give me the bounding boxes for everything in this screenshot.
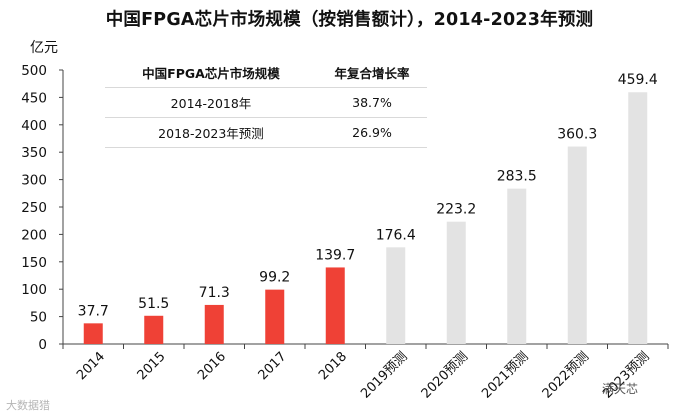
data-label: 176.4 <box>376 227 416 243</box>
x-tick-label: 2014 <box>74 349 108 383</box>
bar <box>325 267 345 344</box>
y-tick-label: 300 <box>21 173 47 189</box>
y-tick-label: 0 <box>38 337 47 353</box>
data-label: 51.5 <box>138 296 169 312</box>
x-tick-label: 2016 <box>195 349 229 383</box>
watermark-right: 满天芯 <box>602 382 639 396</box>
bar <box>446 221 466 344</box>
bar <box>567 146 587 344</box>
data-label: 223.2 <box>436 202 476 218</box>
bar <box>204 304 224 344</box>
cagr-period: 2014-2018年 <box>105 87 317 118</box>
y-tick-label: 500 <box>21 63 47 79</box>
bar <box>628 92 648 344</box>
bar <box>507 188 527 344</box>
x-tick-label: 2020预测 <box>419 349 471 401</box>
y-tick-label: 350 <box>21 145 47 161</box>
bar <box>144 315 164 344</box>
x-tick-label: 2022预测 <box>540 349 592 401</box>
y-tick-label: 150 <box>21 255 47 271</box>
cagr-rate: 26.9% <box>317 117 427 148</box>
watermark-left: 大数据猎 <box>6 399 50 412</box>
y-tick-label: 100 <box>21 282 47 298</box>
bar <box>386 247 406 344</box>
x-tick-label: 2018 <box>316 349 350 383</box>
cagr-table-header: 中国FPGA芯片市场规模 年复合增长率 <box>105 58 427 88</box>
bar <box>265 289 285 344</box>
x-tick-label: 2021预测 <box>479 349 531 401</box>
data-label: 139.7 <box>315 247 355 263</box>
cagr-period: 2018-2023年预测 <box>105 117 317 148</box>
y-tick-label: 200 <box>21 227 47 243</box>
cagr-rate: 38.7% <box>317 87 427 118</box>
cagr-header-rate: 年复合增长率 <box>334 66 410 81</box>
y-tick-label: 50 <box>30 310 47 326</box>
table-row: 2014-2018年 38.7% <box>105 87 427 118</box>
y-axis-unit: 亿元 <box>30 40 58 56</box>
data-label: 360.3 <box>557 127 597 143</box>
y-tick-label: 450 <box>21 90 47 106</box>
y-tick-label: 400 <box>21 118 47 134</box>
data-label: 459.4 <box>618 72 658 88</box>
cagr-header-market: 中国FPGA芯片市场规模 <box>142 66 280 81</box>
data-label: 99.2 <box>259 270 290 286</box>
data-label: 71.3 <box>199 285 230 301</box>
data-label: 283.5 <box>497 169 537 185</box>
table-row: 2018-2023年预测 26.9% <box>105 117 427 148</box>
x-tick-label: 2015 <box>135 349 169 383</box>
y-tick-label: 250 <box>21 200 47 216</box>
bar <box>83 323 103 344</box>
cagr-table: 中国FPGA芯片市场规模 年复合增长率 2014-2018年 38.7% 201… <box>105 58 427 148</box>
x-tick-label: 2017 <box>256 349 290 383</box>
x-tick-label: 2019预测 <box>358 349 410 401</box>
chart-title: 中国FPGA芯片市场规模（按销售额计），2014-2023年预测 <box>105 10 594 30</box>
data-label: 37.7 <box>78 303 109 319</box>
